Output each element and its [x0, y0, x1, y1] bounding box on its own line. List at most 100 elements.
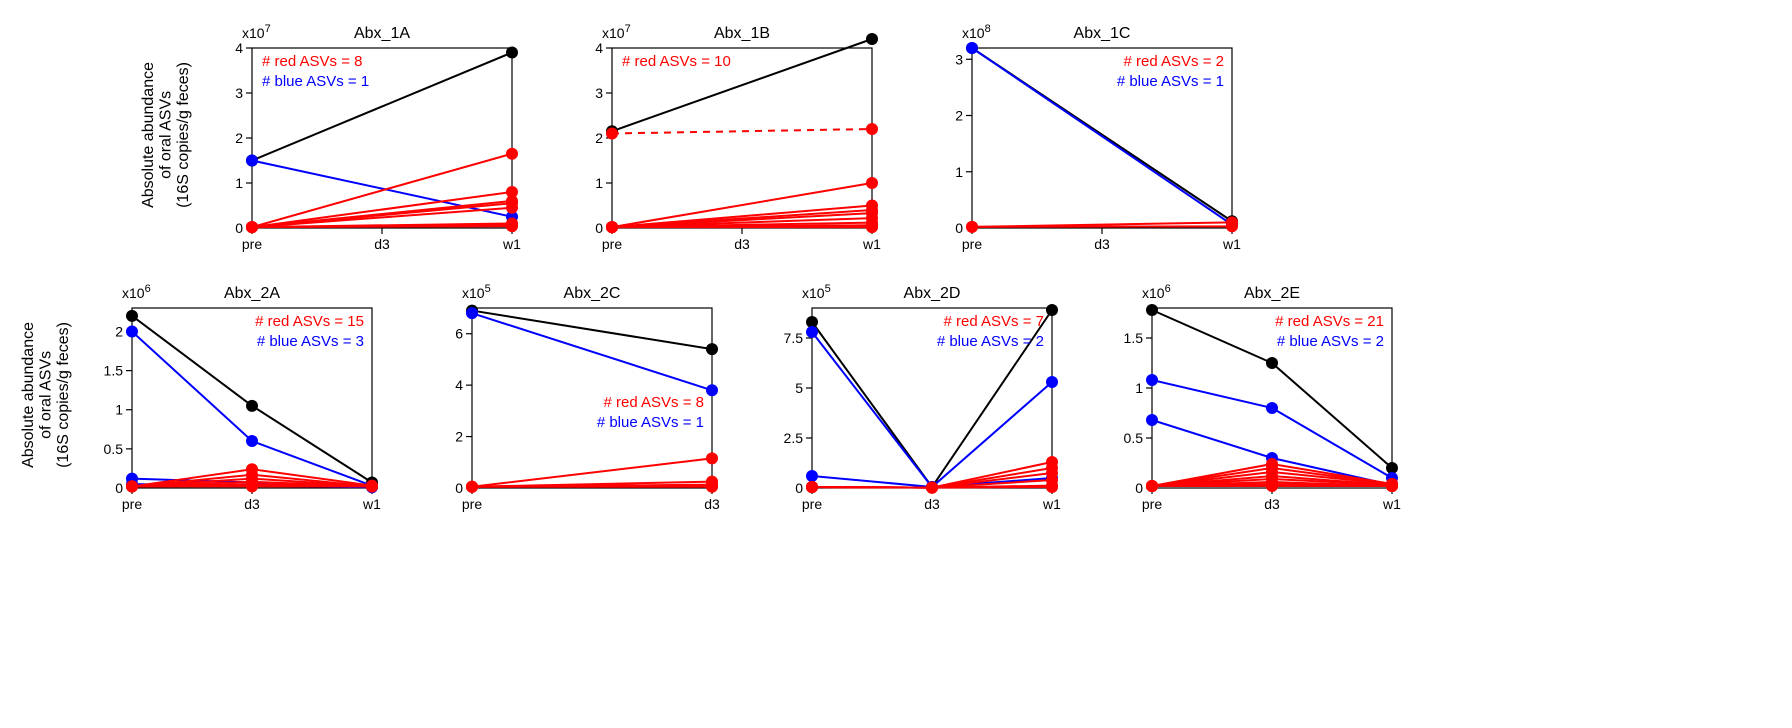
- series-marker: [126, 310, 138, 322]
- x-tick-label: pre: [462, 496, 482, 512]
- annot-red: # red ASVs = 10: [622, 53, 731, 70]
- x-tick-label: w1: [1222, 236, 1241, 252]
- axis-exponent: x106: [1142, 283, 1171, 301]
- series-marker: [246, 435, 258, 447]
- series-marker: [1386, 480, 1398, 492]
- series-marker: [966, 221, 978, 233]
- x-tick-label: pre: [802, 496, 822, 512]
- x-tick-label: d3: [734, 236, 750, 252]
- x-tick-label: pre: [242, 236, 262, 252]
- axis-exponent: x106: [122, 283, 151, 301]
- series-marker: [1226, 220, 1238, 232]
- panel-row-1: Absolute abundanceof oral ASVs(16S copie…: [20, 20, 1772, 250]
- panel-title: Abx_2D: [903, 285, 960, 302]
- series-marker: [246, 155, 258, 167]
- series-marker: [866, 177, 878, 189]
- annot-red: # red ASVs = 2: [1123, 53, 1223, 70]
- y-axis-label: Absolute abundanceof oral ASVs(16S copie…: [140, 62, 193, 208]
- y-tick-label: 3: [955, 51, 963, 67]
- y-tick-label: 1: [595, 175, 603, 191]
- y-tick-label: 3: [595, 85, 603, 101]
- y-tick-label: 0: [115, 480, 123, 496]
- y-tick-label: 1.5: [103, 363, 123, 379]
- x-tick-label: d3: [374, 236, 390, 252]
- panel-Abx_2E: Abx_2Ex10600.511.5pred3w1# red ASVs = 21…: [1097, 280, 1407, 510]
- panel-Abx_1C: Abx_1Cx1080123pred3w1# red ASVs = 2# blu…: [917, 20, 1247, 250]
- series-marker: [506, 202, 518, 214]
- series-line: [472, 313, 712, 390]
- y-tick-label: 2: [455, 429, 463, 445]
- annot-blue: # blue ASVs = 3: [257, 333, 364, 350]
- y-tick-label: 0: [595, 220, 603, 236]
- axis-exponent: x107: [602, 23, 631, 41]
- annot-blue: # blue ASVs = 1: [1117, 73, 1224, 90]
- annot-blue: # blue ASVs = 1: [597, 414, 704, 431]
- x-tick-label: w1: [362, 496, 381, 512]
- series-marker: [866, 33, 878, 45]
- y-tick-label: 1: [115, 402, 123, 418]
- y-tick-label: 4: [235, 40, 243, 56]
- y-tick-label: 1.5: [1123, 330, 1143, 346]
- x-tick-label: pre: [122, 496, 142, 512]
- y-axis-label: Absolute abundanceof oral ASVs(16S copie…: [20, 322, 73, 468]
- series-marker: [1266, 402, 1278, 414]
- series-marker: [806, 481, 818, 493]
- x-tick-label: w1: [862, 236, 881, 252]
- panel-Abx_2C: Abx_2Cx1050246pred3# red ASVs = 8# blue …: [417, 280, 727, 510]
- series-line: [972, 226, 1232, 227]
- panel-title: Abx_1A: [354, 25, 410, 42]
- series-marker: [1046, 304, 1058, 316]
- y-tick-label: 0.5: [1123, 430, 1143, 446]
- annot-red: # red ASVs = 21: [1275, 313, 1384, 330]
- panel-title: Abx_1C: [1073, 25, 1130, 42]
- series-marker: [126, 325, 138, 337]
- panel-title: Abx_2C: [563, 285, 620, 302]
- series-marker: [506, 148, 518, 160]
- series-line: [812, 332, 1052, 487]
- series-marker: [866, 221, 878, 233]
- series-marker: [466, 307, 478, 319]
- panel-title: Abx_1B: [714, 25, 770, 42]
- series-line: [472, 311, 712, 350]
- y-tick-label: 7.5: [783, 330, 803, 346]
- y-tick-label: 5: [795, 380, 803, 396]
- x-tick-label: d3: [1264, 496, 1280, 512]
- panels-row1: Abx_1A x107 0 1 2 3 4 pre d3 w1 # red ASVs = 8 # bl…: [197, 20, 1247, 250]
- x-tick-label: pre: [1142, 496, 1162, 512]
- panel-Abx_2D: Abx_2Dx10502.557.5pred3w1# red ASVs = 7#…: [757, 280, 1067, 510]
- series-marker: [606, 221, 618, 233]
- panel-Abx_1B: Abx_1B x107 0 1 2 3 4 pre d3 w1 # red ASVs = 10: [557, 20, 887, 250]
- series-marker: [246, 480, 258, 492]
- x-tick-label: d3: [924, 496, 940, 512]
- series-marker: [706, 343, 718, 355]
- series-marker: [706, 481, 718, 493]
- x-tick-label: pre: [602, 236, 622, 252]
- panel-row-2: Absolute abundanceof oral ASVs(16S copie…: [20, 280, 1772, 510]
- y-tick-label: 0: [955, 220, 963, 236]
- y-tick-label: 2: [595, 130, 603, 146]
- y-tick-label: 0: [1135, 480, 1143, 496]
- panel-Abx_1A: Abx_1Ax10701234pred3w1# red ASVs = 8# bl…: [197, 20, 527, 250]
- y-tick-label: 0.5: [103, 441, 123, 457]
- x-tick-label: pre: [962, 236, 982, 252]
- series-marker: [806, 470, 818, 482]
- series-line: [252, 192, 512, 227]
- series-marker: [866, 123, 878, 135]
- annot-blue: # blue ASVs = 1: [262, 73, 369, 90]
- series-marker: [1046, 376, 1058, 388]
- panels-row2: Abx_2Ax10600.511.52pred3w1# red ASVs = 1…: [77, 280, 1407, 510]
- panel-Abx_2A: Abx_2Ax10600.511.52pred3w1# red ASVs = 1…: [77, 280, 387, 510]
- series-marker: [1146, 480, 1158, 492]
- annot-red: # red ASVs = 8: [262, 53, 362, 70]
- annot-blue: # blue ASVs = 2: [1277, 333, 1384, 350]
- y-tick-label: 4: [595, 40, 603, 56]
- series-marker: [1046, 481, 1058, 493]
- series-marker: [706, 452, 718, 464]
- series-marker: [926, 482, 938, 494]
- x-tick-label: w1: [1042, 496, 1061, 512]
- x-tick-label: w1: [502, 236, 521, 252]
- series-marker: [366, 480, 378, 492]
- y-tick-label: 4: [455, 377, 463, 393]
- series-marker: [706, 384, 718, 396]
- axis-exponent: x108: [962, 23, 991, 41]
